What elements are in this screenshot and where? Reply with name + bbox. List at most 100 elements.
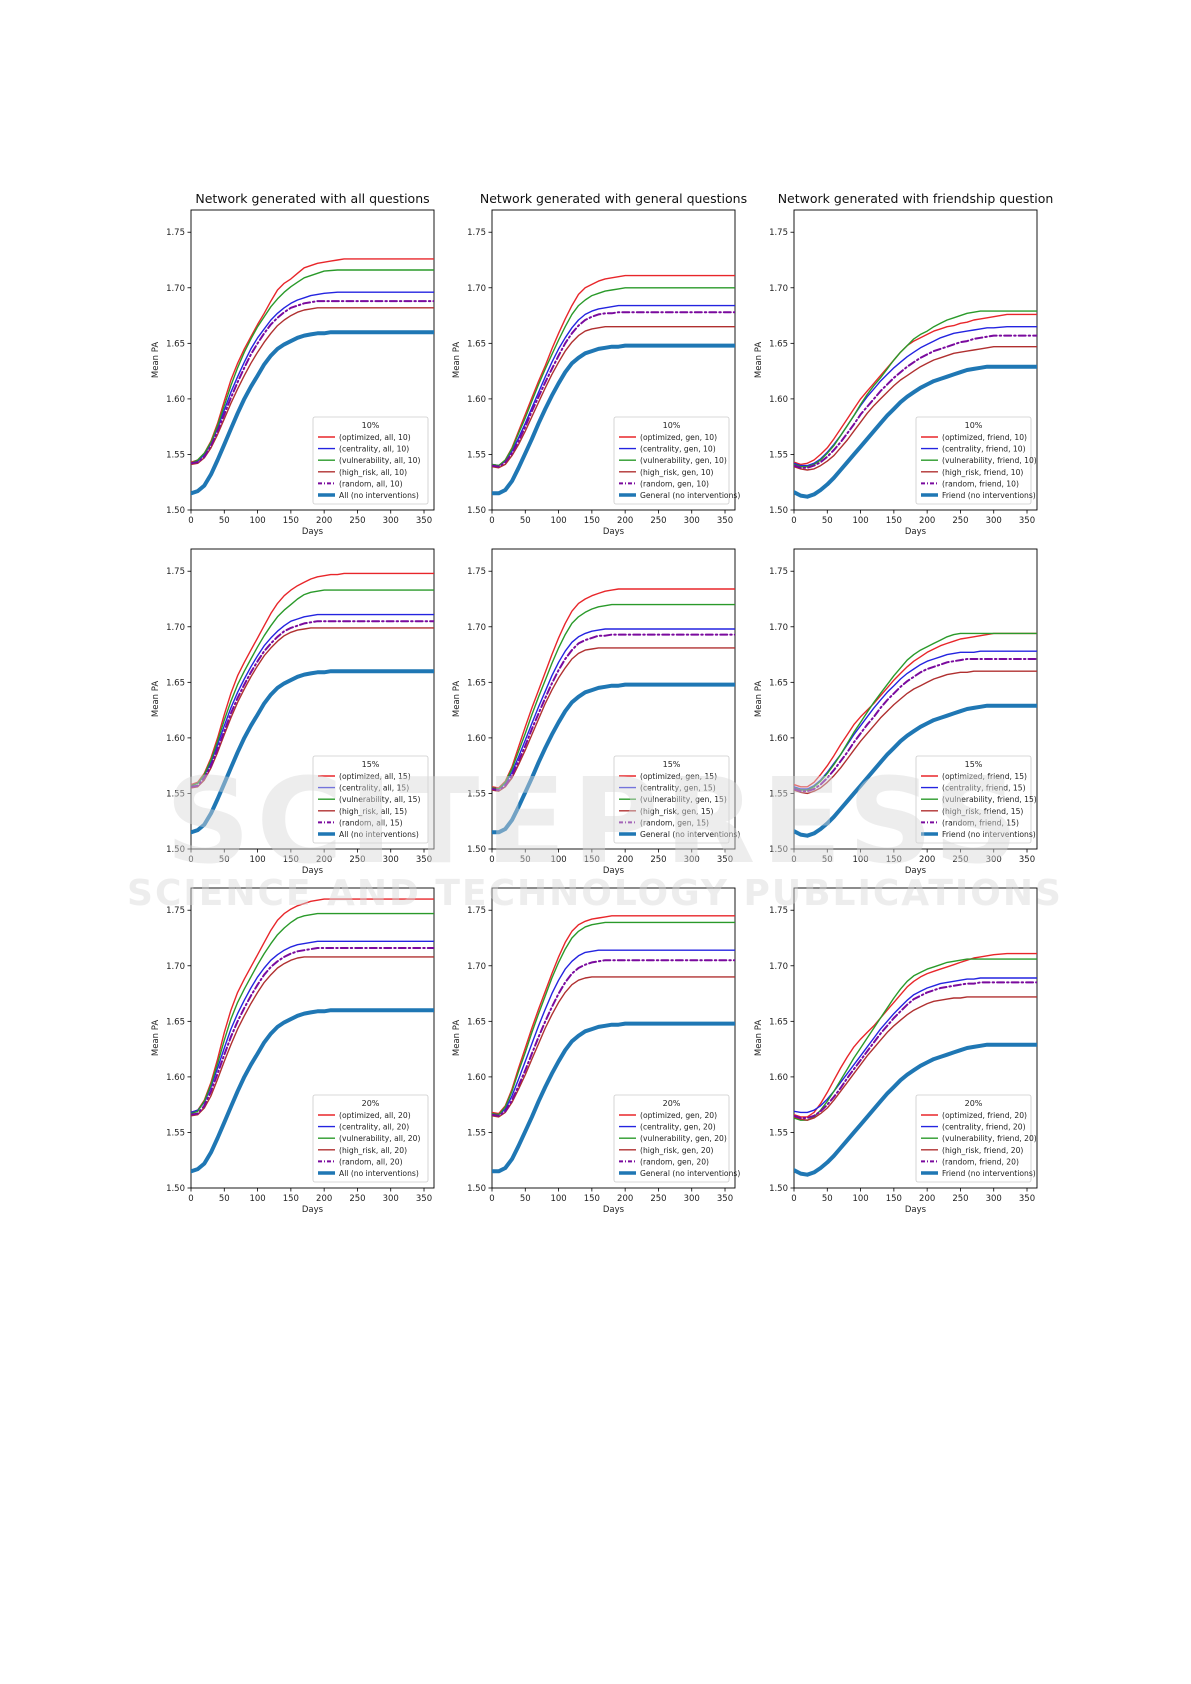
x-tick-label: 250 xyxy=(952,1194,968,1204)
legend-entry: (high_risk, all, 10) xyxy=(339,468,407,477)
subplot-6: 1.50 1.55 1.60 1.65 1.70 1.75 0 50 100 150 200 250 3… xyxy=(754,548,1038,876)
x-tick-label: 100 xyxy=(852,1194,868,1204)
legend-entry: (centrality, gen, 15) xyxy=(640,784,716,793)
x-tick-label: 350 xyxy=(1019,855,1035,865)
series-line-vulnerability xyxy=(492,287,735,467)
series-line-vulnerability xyxy=(794,632,1037,791)
plot-frame xyxy=(190,887,435,1189)
x-tick-label: 200 xyxy=(919,516,935,526)
y-tick-label: 1.50 xyxy=(166,1184,185,1194)
x-tick-label: 300 xyxy=(383,516,399,526)
legend-entry: (random, all, 10) xyxy=(339,479,403,488)
y-tick-label: 1.75 xyxy=(769,228,788,238)
legend: 10% (optimized, all, 10) (centrality, all,… xyxy=(312,416,429,505)
subplot-2: Network generated with general questions… xyxy=(452,191,747,537)
legend-entry: General (no interventions) xyxy=(640,491,740,500)
series-line-random xyxy=(492,633,735,792)
y-tick-label: 1.55 xyxy=(166,789,185,799)
legend-entry: (vulnerability, friend, 20) xyxy=(942,1134,1037,1143)
y-tick-label: 1.60 xyxy=(166,1073,185,1083)
y-tick-label: 1.65 xyxy=(769,1017,788,1027)
x-tick-label: 100 xyxy=(550,1194,566,1204)
plot-frame xyxy=(190,209,435,511)
legend-entry: (random, gen, 20) xyxy=(640,1157,709,1166)
series-line-vulnerability xyxy=(492,921,735,1116)
y-tick-label: 1.55 xyxy=(769,450,788,460)
x-tick-label: 0 xyxy=(791,516,796,526)
legend-entry: (centrality, gen, 20) xyxy=(640,1123,716,1132)
plot-frame xyxy=(793,887,1038,1189)
y-tick-label: 1.70 xyxy=(166,962,185,972)
legend-box xyxy=(613,416,730,505)
x-tick-label: 200 xyxy=(919,855,935,865)
legend-entry: (random, gen, 10) xyxy=(640,479,709,488)
y-tick-label: 1.60 xyxy=(467,395,486,405)
y-tick-label: 1.70 xyxy=(769,962,788,972)
legend: 20% (optimized, gen, 20) (centrality, gen,… xyxy=(613,1094,740,1183)
x-axis-label: Days xyxy=(905,1205,927,1215)
y-tick-label: 1.50 xyxy=(769,845,788,855)
y-tick-label: 1.50 xyxy=(467,506,486,516)
legend-entry: (centrality, all, 15) xyxy=(339,784,409,793)
series-line-centrality xyxy=(492,304,735,467)
series-line-random xyxy=(492,311,735,468)
y-axis-label: Mean PA xyxy=(754,681,764,717)
plot-frame xyxy=(793,548,1038,850)
series-line-high-risk xyxy=(492,976,735,1118)
x-tick-label: 200 xyxy=(316,1194,332,1204)
subplot-title: Network generated with general questions xyxy=(480,191,747,206)
series-line-optimized xyxy=(794,632,1037,788)
series-line-high-risk xyxy=(492,326,735,469)
legend-entry: (random, all, 20) xyxy=(339,1157,403,1166)
series-line-baseline xyxy=(794,1042,1037,1177)
legend-entry: (vulnerability, gen, 20) xyxy=(640,1134,727,1143)
x-tick-label: 350 xyxy=(717,1194,733,1204)
series-line-optimized xyxy=(191,572,434,786)
series-lines xyxy=(492,588,735,835)
series-line-centrality xyxy=(191,613,434,787)
subplot-3: Network generated with friendship questi… xyxy=(754,191,1053,537)
y-tick-label: 1.75 xyxy=(166,228,185,238)
legend-entry: (random, friend, 20) xyxy=(942,1157,1019,1166)
legend-entry: (high_risk, friend, 10) xyxy=(942,468,1023,477)
y-tick-label: 1.70 xyxy=(467,962,486,972)
series-line-vulnerability xyxy=(492,603,735,790)
x-tick-label: 150 xyxy=(283,855,299,865)
legend-entry: (vulnerability, gen, 10) xyxy=(640,456,727,465)
y-axis-label: Mean PA xyxy=(452,681,462,717)
y-tick-label: 1.55 xyxy=(166,450,185,460)
subplot-1: Network generated with all questions 1.50… xyxy=(151,191,435,537)
y-tick-label: 1.75 xyxy=(769,567,788,577)
series-line-baseline xyxy=(492,343,735,496)
series-line-baseline xyxy=(794,703,1037,838)
x-tick-label: 300 xyxy=(986,516,1002,526)
x-tick-label: 150 xyxy=(584,516,600,526)
x-tick-label: 50 xyxy=(520,516,531,526)
x-tick-label: 0 xyxy=(489,516,494,526)
y-axis-label: Mean PA xyxy=(452,342,462,378)
legend-box xyxy=(312,755,429,844)
x-tick-label: 300 xyxy=(684,855,700,865)
legend-box xyxy=(915,755,1032,844)
x-tick-label: 250 xyxy=(650,855,666,865)
y-tick-label: 1.55 xyxy=(467,789,486,799)
legend: 20% (optimized, all, 20) (centrality, all,… xyxy=(312,1094,429,1183)
legend-title: 15% xyxy=(965,760,983,769)
legend-entry: (centrality, friend, 15) xyxy=(942,784,1026,793)
x-tick-label: 250 xyxy=(650,1194,666,1204)
series-line-optimized xyxy=(492,588,735,789)
series-line-centrality xyxy=(191,291,434,464)
x-tick-label: 100 xyxy=(249,516,265,526)
series-line-optimized xyxy=(794,952,1037,1118)
legend-entry: (optimized, friend, 10) xyxy=(942,433,1027,442)
series-line-high-risk xyxy=(191,307,434,466)
series-line-centrality xyxy=(794,326,1037,467)
legend: 20% (optimized, friend, 20) (centrality, f… xyxy=(915,1094,1037,1183)
series-line-high-risk xyxy=(191,956,434,1117)
series-line-random xyxy=(191,300,434,465)
x-tick-label: 150 xyxy=(584,855,600,865)
series-line-random xyxy=(191,620,434,788)
series-line-high-risk xyxy=(794,670,1037,795)
series-line-random xyxy=(794,981,1037,1119)
y-tick-label: 1.60 xyxy=(467,1073,486,1083)
